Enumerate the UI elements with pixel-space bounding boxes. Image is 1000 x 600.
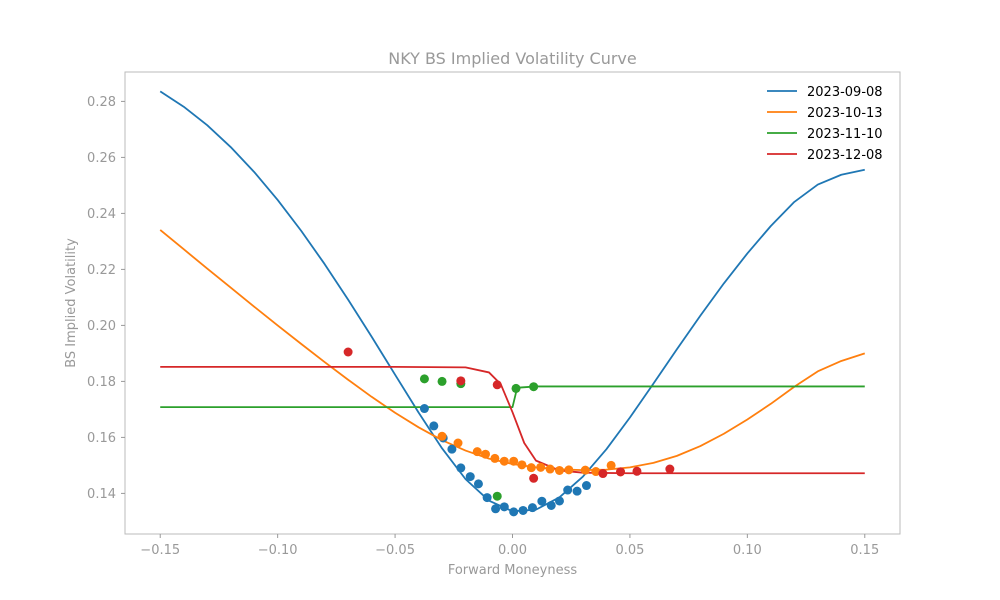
series-3-point-1 xyxy=(456,376,466,386)
x-tick-label: −0.10 xyxy=(258,543,298,558)
series-3-point-4 xyxy=(598,469,608,479)
series-0-point-12 xyxy=(527,503,537,513)
x-axis-label: Forward Moneyness xyxy=(448,563,578,578)
y-tick-label: 0.28 xyxy=(87,95,116,110)
series-0-point-14 xyxy=(546,500,556,510)
series-1-point-5 xyxy=(499,456,509,466)
legend-label-1: 2023-10-13 xyxy=(807,106,883,121)
y-tick-label: 0.20 xyxy=(87,319,116,334)
series-0-point-6 xyxy=(473,479,483,489)
y-tick-label: 0.24 xyxy=(87,207,116,222)
series-0-point-15 xyxy=(554,496,564,506)
y-tick-label: 0.16 xyxy=(87,431,116,446)
series-1-point-9 xyxy=(536,462,546,472)
legend-label-3: 2023-12-08 xyxy=(807,148,883,163)
series-0-point-13 xyxy=(537,496,547,506)
series-0-point-9 xyxy=(499,502,509,512)
series-3-point-2 xyxy=(492,380,502,390)
x-tick-label: 0.10 xyxy=(733,543,762,558)
series-3-point-3 xyxy=(529,473,539,483)
series-2-point-0 xyxy=(419,374,429,384)
series-1-point-6 xyxy=(509,456,519,466)
series-1-point-8 xyxy=(526,463,536,473)
series-0-point-11 xyxy=(518,505,528,515)
x-tick-label: −0.05 xyxy=(375,543,415,558)
series-1-point-7 xyxy=(517,460,527,470)
series-2-point-1 xyxy=(437,376,447,386)
series-1-point-13 xyxy=(580,465,590,475)
series-1-point-1 xyxy=(453,438,463,448)
series-1-point-0 xyxy=(437,431,447,441)
series-3-point-6 xyxy=(632,466,642,476)
series-0-point-17 xyxy=(572,486,582,496)
y-axis-ticks: 0.14 0.16 0.18 0.20 0.22 0.24 0.26 0.28 xyxy=(87,95,125,502)
series-3-point-7 xyxy=(665,464,675,474)
series-0-point-8 xyxy=(491,504,501,514)
chart-title: NKY BS Implied Volatility Curve xyxy=(388,49,637,68)
legend: 2023-09-08 2023-10-13 2023-11-10 2023-12-08 xyxy=(767,85,883,163)
series-curves xyxy=(159,90,866,513)
series-1-point-14 xyxy=(591,467,601,477)
x-tick-label: 0.00 xyxy=(498,543,527,558)
series-2-point-4 xyxy=(511,383,521,393)
x-axis-ticks: −0.15 −0.10 −0.05 0.00 0.05 0.10 0.15 xyxy=(140,534,879,558)
x-tick-label: 0.05 xyxy=(615,543,644,558)
y-tick-label: 0.14 xyxy=(87,487,116,502)
series-0-point-3 xyxy=(447,444,457,454)
series-1-point-12 xyxy=(564,465,574,475)
series-3-point-0 xyxy=(343,347,353,357)
series-0-point-1 xyxy=(429,421,439,431)
series-1-point-15 xyxy=(606,460,616,470)
series-1-point-3 xyxy=(480,449,490,459)
series-line-1 xyxy=(159,229,866,472)
series-0-point-5 xyxy=(465,472,475,482)
y-axis-label: BS Implied Volatility xyxy=(64,238,79,368)
series-1-point-2 xyxy=(472,447,482,457)
series-3-point-5 xyxy=(616,467,626,477)
series-points xyxy=(343,347,675,517)
y-tick-label: 0.18 xyxy=(87,375,116,390)
x-tick-label: −0.15 xyxy=(140,543,180,558)
series-2-point-3 xyxy=(492,491,502,501)
y-tick-label: 0.26 xyxy=(87,151,116,166)
y-tick-label: 0.22 xyxy=(87,263,116,278)
series-1-point-11 xyxy=(554,465,564,475)
legend-label-2: 2023-11-10 xyxy=(807,127,883,142)
series-0-point-10 xyxy=(509,507,519,517)
series-0-point-7 xyxy=(482,493,492,503)
series-0-point-0 xyxy=(419,404,429,414)
series-1-point-10 xyxy=(545,464,555,474)
series-0-point-4 xyxy=(456,463,466,473)
series-0-point-16 xyxy=(563,485,573,495)
series-2-point-5 xyxy=(529,382,539,392)
series-line-0 xyxy=(159,90,865,513)
series-1-point-4 xyxy=(490,453,500,463)
series-0-point-18 xyxy=(581,481,591,491)
x-tick-label: 0.15 xyxy=(850,543,879,558)
legend-label-0: 2023-09-08 xyxy=(807,85,883,100)
